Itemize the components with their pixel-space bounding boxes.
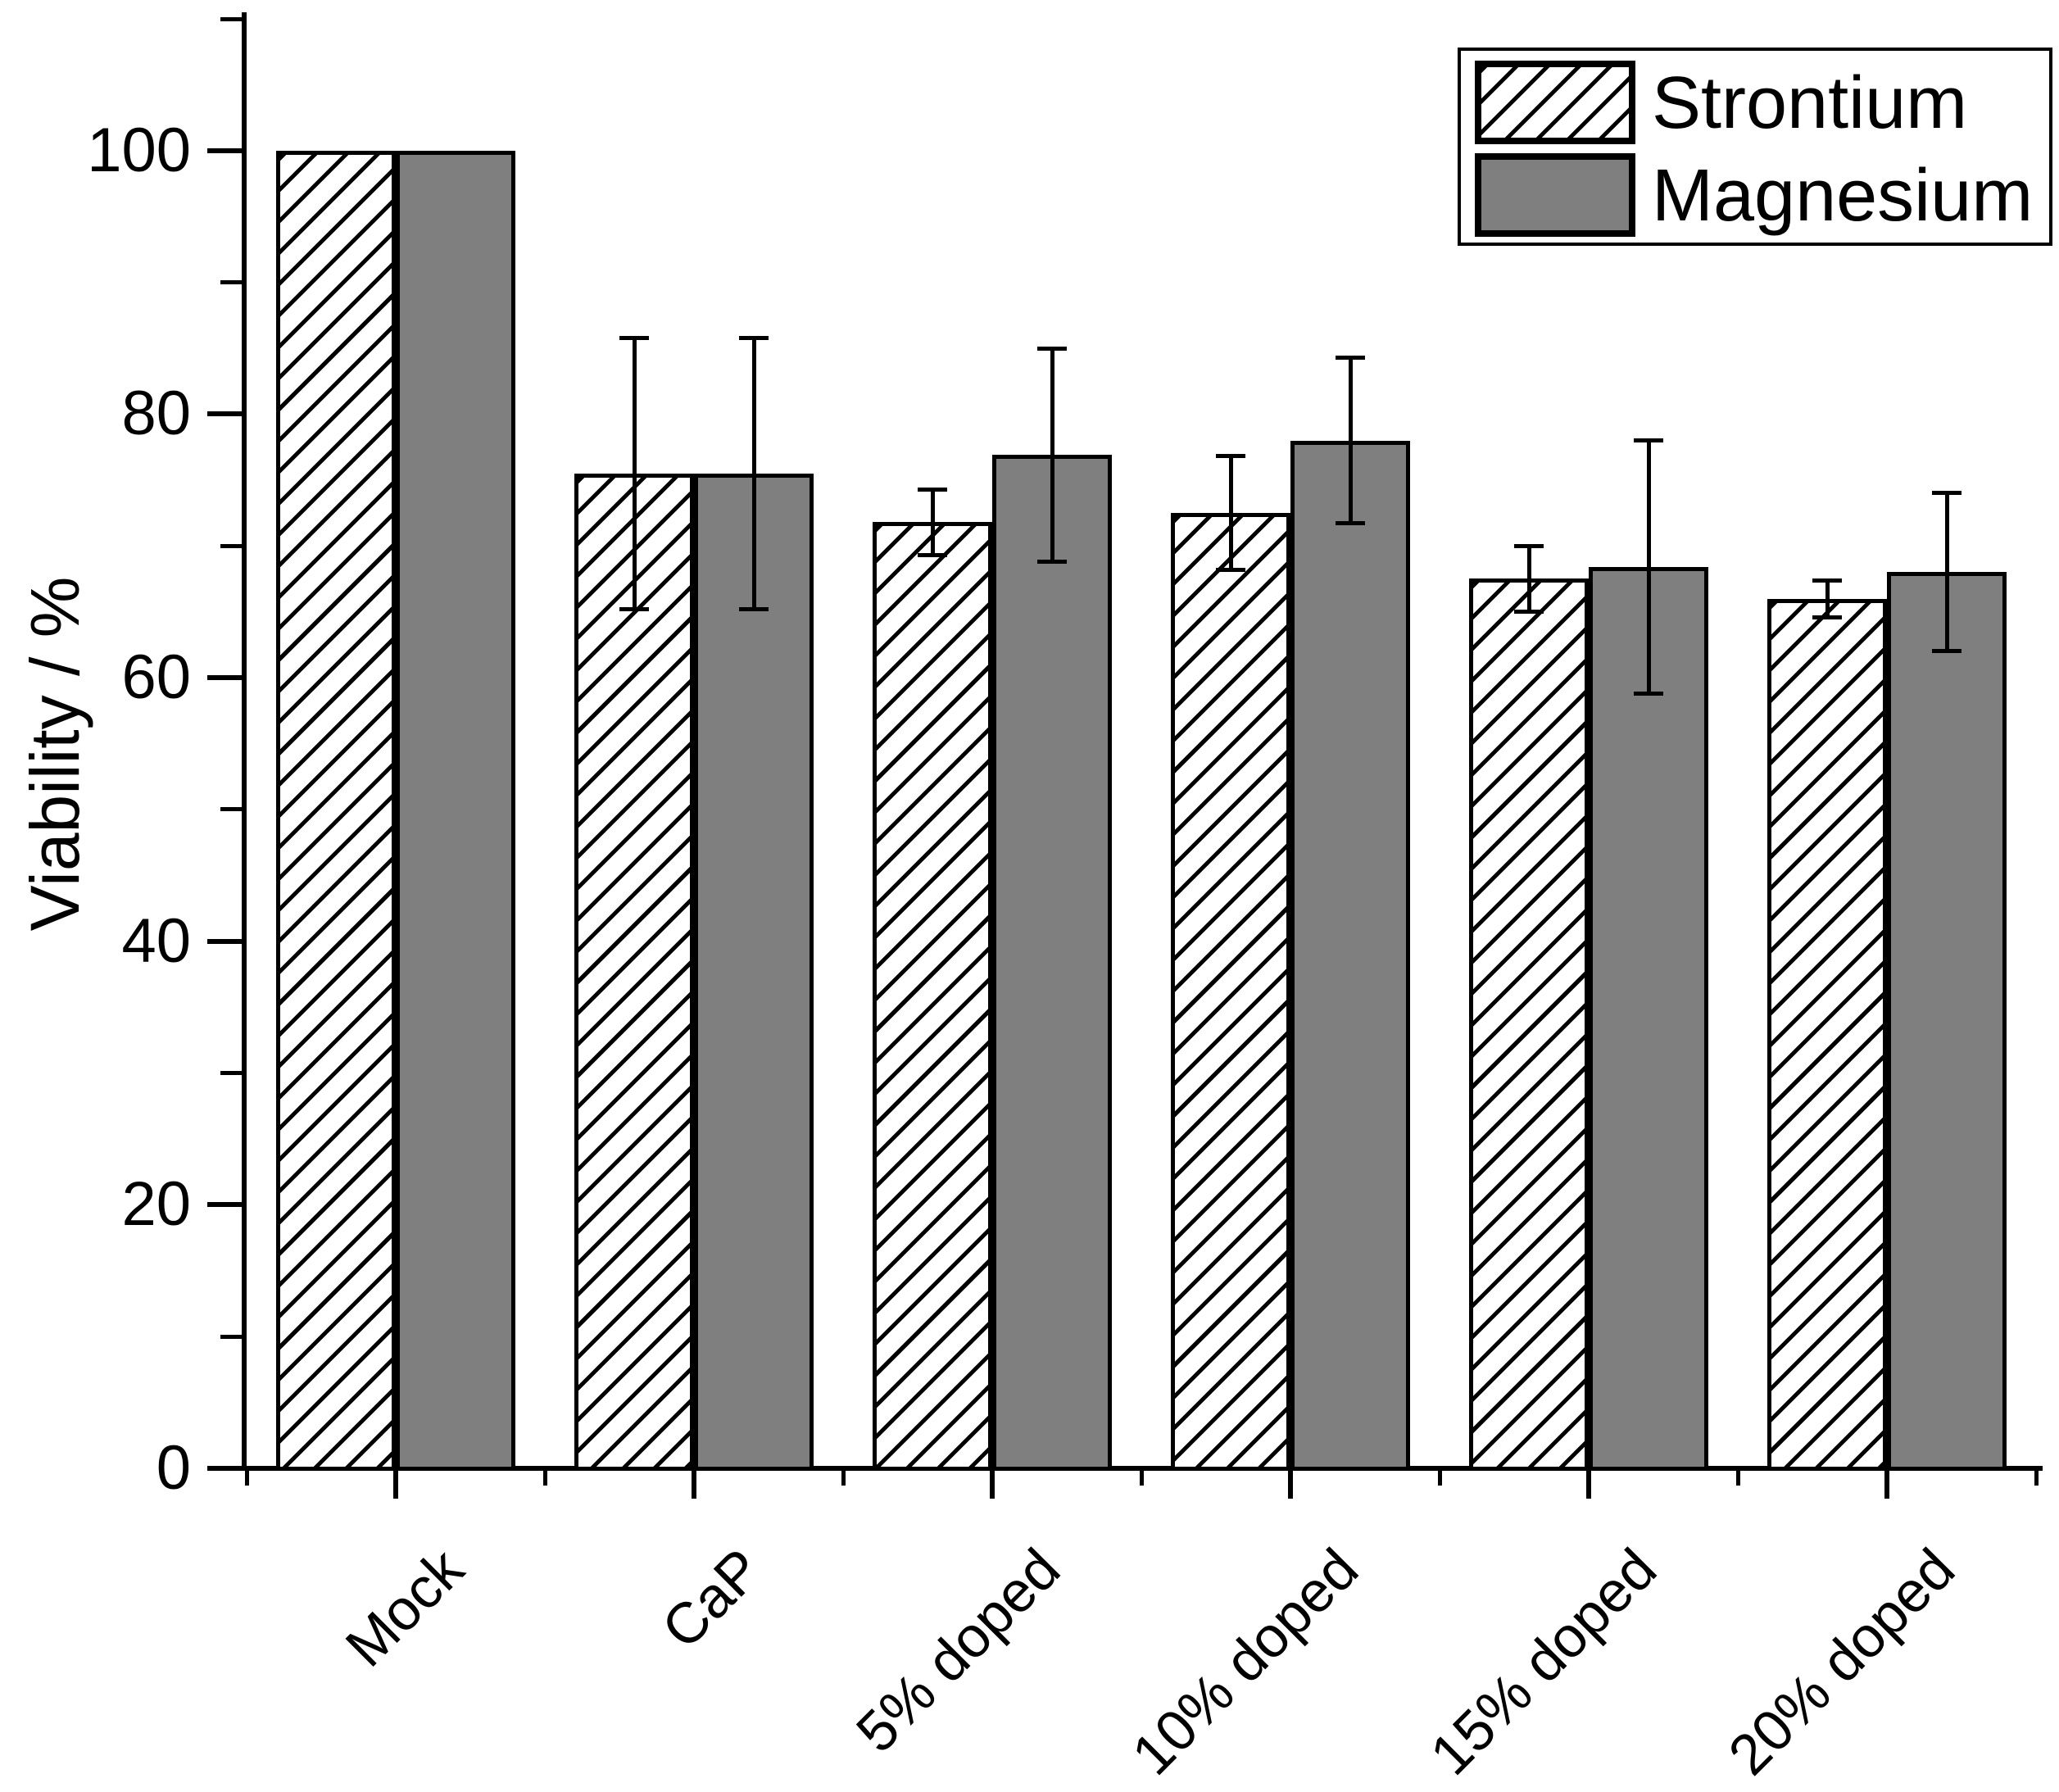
error-cap-top-magnesium-5 — [1634, 438, 1663, 443]
error-cap-top-strontium-5 — [1514, 543, 1544, 548]
y-tick-label-0: 0 — [156, 1433, 191, 1503]
y-major-tick-60 — [207, 675, 242, 681]
error-cap-bottom-magnesium-5 — [1634, 691, 1663, 696]
x-major-tick-1 — [393, 1471, 398, 1499]
y-tick-label-100: 100 — [87, 115, 191, 185]
x-minor-tick-5 — [1735, 1471, 1740, 1486]
x-major-tick-5 — [1586, 1471, 1591, 1499]
x-major-tick-3 — [990, 1471, 995, 1499]
error-bar-magnesium-5 — [1646, 440, 1651, 694]
bar-strontium-5-doped — [873, 522, 992, 1471]
bar-strontium-10-doped — [1171, 513, 1290, 1471]
bar-magnesium-5-doped — [992, 455, 1112, 1471]
x-minor-tick-2 — [841, 1471, 846, 1486]
error-cap-top-magnesium-4 — [1336, 355, 1365, 360]
legend-swatch-strontium-hatched — [1475, 61, 1635, 144]
legend-label-magnesium: Magnesium — [1652, 155, 2034, 237]
bar-magnesium-15-doped — [1589, 567, 1708, 1471]
error-cap-top-strontium-3 — [918, 487, 947, 492]
error-cap-bottom-strontium-6 — [1812, 615, 1842, 619]
error-cap-bottom-strontium-3 — [918, 553, 947, 558]
legend-box: Strontium Magnesium — [1458, 48, 2052, 246]
error-cap-top-magnesium-6 — [1932, 491, 1961, 496]
x-minor-tick-3 — [1139, 1471, 1144, 1486]
legend-swatch-magnesium-gray — [1475, 153, 1635, 237]
y-major-tick-20 — [207, 1202, 242, 1208]
error-cap-top-strontium-6 — [1812, 578, 1842, 583]
bar-magnesium-mock — [396, 150, 515, 1471]
y-tick-label-20: 20 — [121, 1169, 191, 1240]
x-minor-tick-4 — [1437, 1471, 1442, 1486]
error-bar-magnesium-4 — [1348, 357, 1353, 524]
y-major-tick-100 — [207, 147, 242, 153]
bar-strontium-15-doped — [1469, 578, 1589, 1471]
y-major-tick-0 — [207, 1466, 242, 1471]
error-cap-bottom-magnesium-3 — [1037, 560, 1067, 565]
error-cap-bottom-strontium-2 — [619, 606, 649, 611]
y-minor-tick-110 — [220, 16, 242, 21]
y-minor-tick-90 — [220, 280, 242, 285]
x-minor-tick-1 — [542, 1471, 547, 1486]
error-cap-bottom-strontium-4 — [1216, 567, 1245, 572]
legend-label-strontium: Strontium — [1652, 62, 1968, 144]
error-bar-strontium-5 — [1526, 546, 1531, 612]
error-bar-strontium-4 — [1228, 456, 1233, 570]
error-cap-bottom-strontium-5 — [1514, 610, 1544, 615]
x-major-tick-2 — [692, 1471, 696, 1499]
error-bar-magnesium-2 — [751, 338, 756, 610]
bar-strontium-20-doped — [1767, 598, 1887, 1471]
bar-magnesium-cap — [694, 473, 814, 1471]
error-bar-magnesium-6 — [1944, 492, 1949, 651]
y-minor-tick-10 — [220, 1334, 242, 1339]
error-cap-top-strontium-4 — [1216, 454, 1245, 459]
x-minor-tick-6 — [2034, 1471, 2039, 1486]
error-cap-top-magnesium-3 — [1037, 346, 1067, 351]
y-tick-label-40: 40 — [121, 905, 191, 976]
error-cap-top-magnesium-2 — [739, 335, 769, 340]
y-minor-tick-30 — [220, 1071, 242, 1076]
bar-magnesium-10-doped — [1290, 440, 1410, 1471]
x-category-label-mock: Mock — [333, 1536, 476, 1679]
error-cap-top-strontium-2 — [619, 335, 649, 340]
error-bar-strontium-3 — [930, 489, 935, 556]
error-bar-magnesium-3 — [1050, 348, 1054, 562]
x-major-tick-6 — [1884, 1471, 1889, 1499]
y-minor-tick-70 — [220, 543, 242, 548]
y-tick-label-60: 60 — [121, 642, 191, 713]
error-cap-bottom-magnesium-6 — [1932, 649, 1961, 654]
y-tick-label-80: 80 — [121, 379, 191, 449]
y-major-tick-40 — [207, 938, 242, 944]
legend-row-strontium: Strontium — [1461, 61, 2049, 144]
error-bar-strontium-2 — [632, 338, 637, 610]
y-axis-line — [242, 12, 247, 1471]
bar-magnesium-20-doped — [1887, 572, 2007, 1471]
y-minor-tick-50 — [220, 807, 242, 812]
bar-strontium-mock — [276, 150, 396, 1471]
error-cap-bottom-magnesium-2 — [739, 606, 769, 611]
x-major-tick-4 — [1288, 1471, 1293, 1499]
error-cap-bottom-magnesium-4 — [1336, 521, 1365, 526]
x-minor-tick-0 — [244, 1471, 249, 1486]
error-bar-strontium-6 — [1825, 580, 1830, 618]
legend-row-magnesium: Magnesium — [1461, 153, 2049, 237]
y-major-tick-80 — [207, 411, 242, 417]
bar-strontium-cap — [574, 473, 694, 1471]
x-axis-line — [242, 1466, 2043, 1471]
